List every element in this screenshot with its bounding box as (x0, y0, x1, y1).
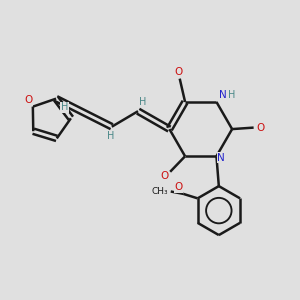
Text: H: H (106, 131, 114, 141)
Text: O: O (174, 67, 183, 77)
Text: N: N (217, 153, 225, 163)
Text: O: O (174, 182, 183, 192)
Text: H: H (228, 90, 235, 100)
Text: N: N (218, 90, 226, 100)
Text: O: O (160, 171, 168, 181)
Text: H: H (139, 97, 146, 106)
Text: O: O (24, 95, 32, 105)
Text: CH₃: CH₃ (152, 187, 169, 196)
Text: O: O (256, 123, 264, 133)
Text: H: H (61, 102, 68, 112)
